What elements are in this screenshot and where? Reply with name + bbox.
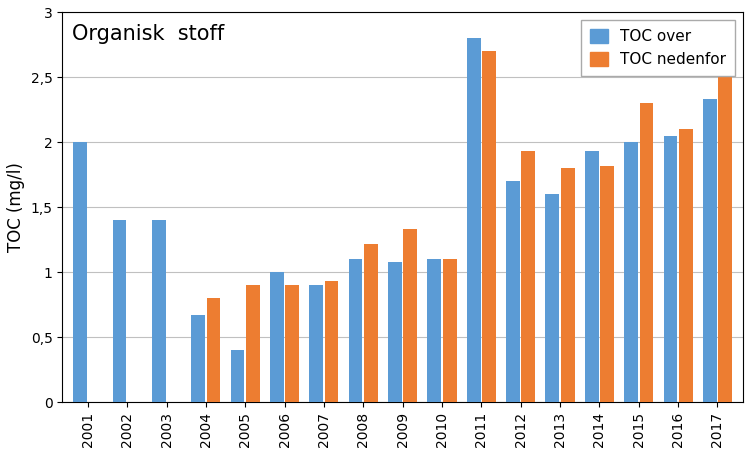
Bar [561, 168, 574, 402]
Bar [231, 350, 244, 402]
Bar [246, 285, 259, 402]
Bar [112, 220, 126, 402]
Bar [427, 259, 441, 402]
Bar [718, 77, 732, 402]
Bar [624, 142, 638, 402]
Bar [309, 285, 323, 402]
Bar [388, 262, 402, 402]
Bar [285, 285, 299, 402]
Bar [442, 259, 457, 402]
Bar [679, 129, 693, 402]
Bar [404, 229, 417, 402]
Bar [325, 281, 338, 402]
Bar [191, 315, 205, 402]
Bar [585, 152, 598, 402]
Bar [270, 272, 284, 402]
Bar [74, 142, 87, 402]
Bar [207, 298, 220, 402]
Bar [482, 51, 496, 402]
Bar [664, 136, 677, 402]
Text: Organisk  stoff: Organisk stoff [73, 24, 225, 44]
Bar [506, 181, 520, 402]
Bar [640, 104, 653, 402]
Y-axis label: TOC (mg/l): TOC (mg/l) [7, 163, 25, 252]
Bar [349, 259, 362, 402]
Bar [521, 152, 536, 402]
Bar [545, 194, 560, 402]
Bar [703, 99, 717, 402]
Bar [364, 244, 378, 402]
Bar [600, 166, 614, 402]
Bar [152, 220, 166, 402]
Bar [466, 39, 481, 402]
Legend: TOC over, TOC nedenfor: TOC over, TOC nedenfor [580, 20, 736, 76]
